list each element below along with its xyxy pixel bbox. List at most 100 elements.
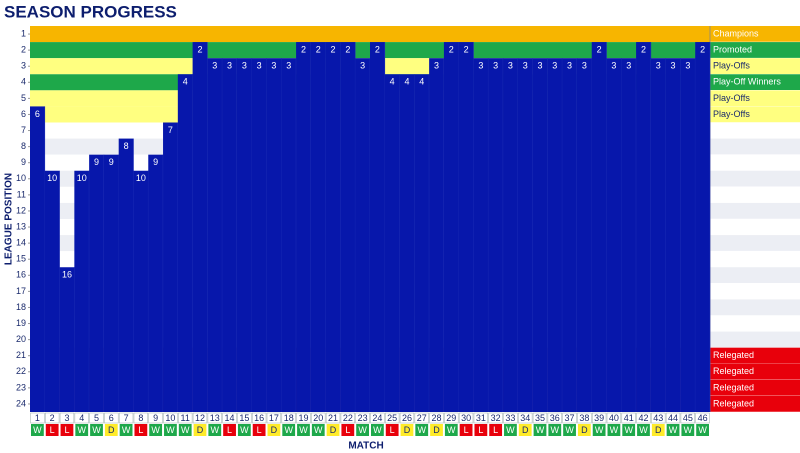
x-tick-label: 40 [609, 413, 619, 423]
x-tick-label: 6 [109, 413, 114, 423]
y-tick-label: 6 [21, 109, 26, 119]
x-tick-label: 36 [550, 413, 560, 423]
result-label: W [595, 425, 604, 435]
x-tick-label: 2 [50, 413, 55, 423]
match-cell [104, 412, 119, 424]
data-label: 9 [109, 157, 114, 167]
result-label: D [655, 425, 662, 435]
data-label: 2 [316, 45, 321, 55]
data-label: 2 [464, 45, 469, 55]
result-cell [90, 424, 103, 436]
bar [207, 58, 223, 413]
result-label: W [211, 425, 220, 435]
result-label: W [506, 425, 515, 435]
bar [621, 58, 637, 413]
zone-label: Play-Offs [713, 93, 750, 103]
match-cell [355, 412, 370, 424]
match-cell [518, 412, 533, 424]
result-cell [651, 424, 665, 436]
result-label: L [390, 425, 395, 435]
result-cell [563, 424, 576, 436]
match-cell [695, 412, 710, 424]
result-label: L [464, 425, 469, 435]
data-label: 10 [136, 173, 146, 183]
x-tick-label: 11 [181, 413, 190, 423]
x-tick-label: 33 [505, 413, 515, 423]
result-cell [326, 424, 340, 436]
result-label: L [345, 425, 350, 435]
result-label: W [565, 425, 574, 435]
result-cell [592, 424, 606, 436]
match-cell [473, 412, 489, 424]
data-label: 3 [611, 61, 616, 71]
y-tick-label: 1 [21, 28, 26, 38]
x-tick-label: 10 [165, 413, 175, 423]
match-cell [74, 412, 89, 424]
data-label: 4 [390, 77, 395, 87]
bar [547, 58, 563, 413]
data-label: 8 [124, 141, 129, 151]
match-cell [266, 412, 282, 424]
bar [414, 74, 430, 412]
result-cell [489, 424, 503, 436]
match-cell [547, 412, 562, 424]
result-label: W [698, 425, 707, 435]
match-cell [444, 412, 459, 424]
result-cell [607, 424, 621, 436]
result-label: L [138, 425, 143, 435]
result-cell [282, 424, 296, 436]
data-label: 3 [508, 61, 513, 71]
x-tick-label: 31 [476, 413, 486, 423]
data-label: 16 [62, 270, 72, 280]
data-label: 2 [375, 45, 380, 55]
data-label: 3 [685, 61, 690, 71]
x-tick-label: 34 [520, 413, 530, 423]
data-label: 2 [449, 45, 454, 55]
x-tick-label: 41 [624, 413, 634, 423]
x-tick-label: 19 [298, 413, 308, 423]
match-cell [562, 412, 577, 424]
result-cell [119, 424, 133, 436]
bar [44, 170, 60, 412]
match-cell [370, 412, 385, 424]
result-cell [311, 424, 325, 436]
match-cell [296, 412, 311, 424]
match-cell [148, 412, 163, 424]
result-cell [504, 424, 517, 436]
x-tick-label: 17 [269, 413, 279, 423]
bar [695, 42, 710, 412]
y-tick-label: 10 [16, 173, 26, 183]
x-tick-label: 15 [239, 413, 249, 423]
x-tick-label: 30 [461, 413, 471, 423]
data-label: 3 [242, 61, 247, 71]
data-label: 2 [301, 45, 306, 55]
data-label: 9 [153, 157, 158, 167]
result-label: W [639, 425, 648, 435]
x-tick-label: 5 [94, 413, 99, 423]
bar [222, 58, 237, 413]
y-tick-label: 17 [16, 286, 26, 296]
result-cell [444, 424, 458, 436]
x-tick-label: 39 [594, 413, 604, 423]
data-label: 7 [168, 125, 173, 135]
data-label: 2 [345, 45, 350, 55]
bar [636, 42, 651, 412]
data-label: 3 [212, 61, 217, 71]
data-label: 3 [552, 61, 557, 71]
result-label: W [77, 425, 86, 435]
match-cell [636, 412, 651, 424]
result-label: W [181, 425, 190, 435]
y-tick-label: 21 [16, 350, 26, 360]
x-tick-label: 26 [402, 413, 412, 423]
result-cell [164, 424, 177, 436]
result-label: W [610, 425, 619, 435]
result-cell [696, 424, 709, 436]
zone-label: Promoted [713, 45, 752, 55]
result-cell [45, 424, 59, 436]
y-tick-label: 14 [16, 238, 26, 248]
result-cell [104, 424, 118, 436]
result-label: L [227, 425, 232, 435]
result-cell [60, 424, 74, 436]
match-cell [222, 412, 237, 424]
